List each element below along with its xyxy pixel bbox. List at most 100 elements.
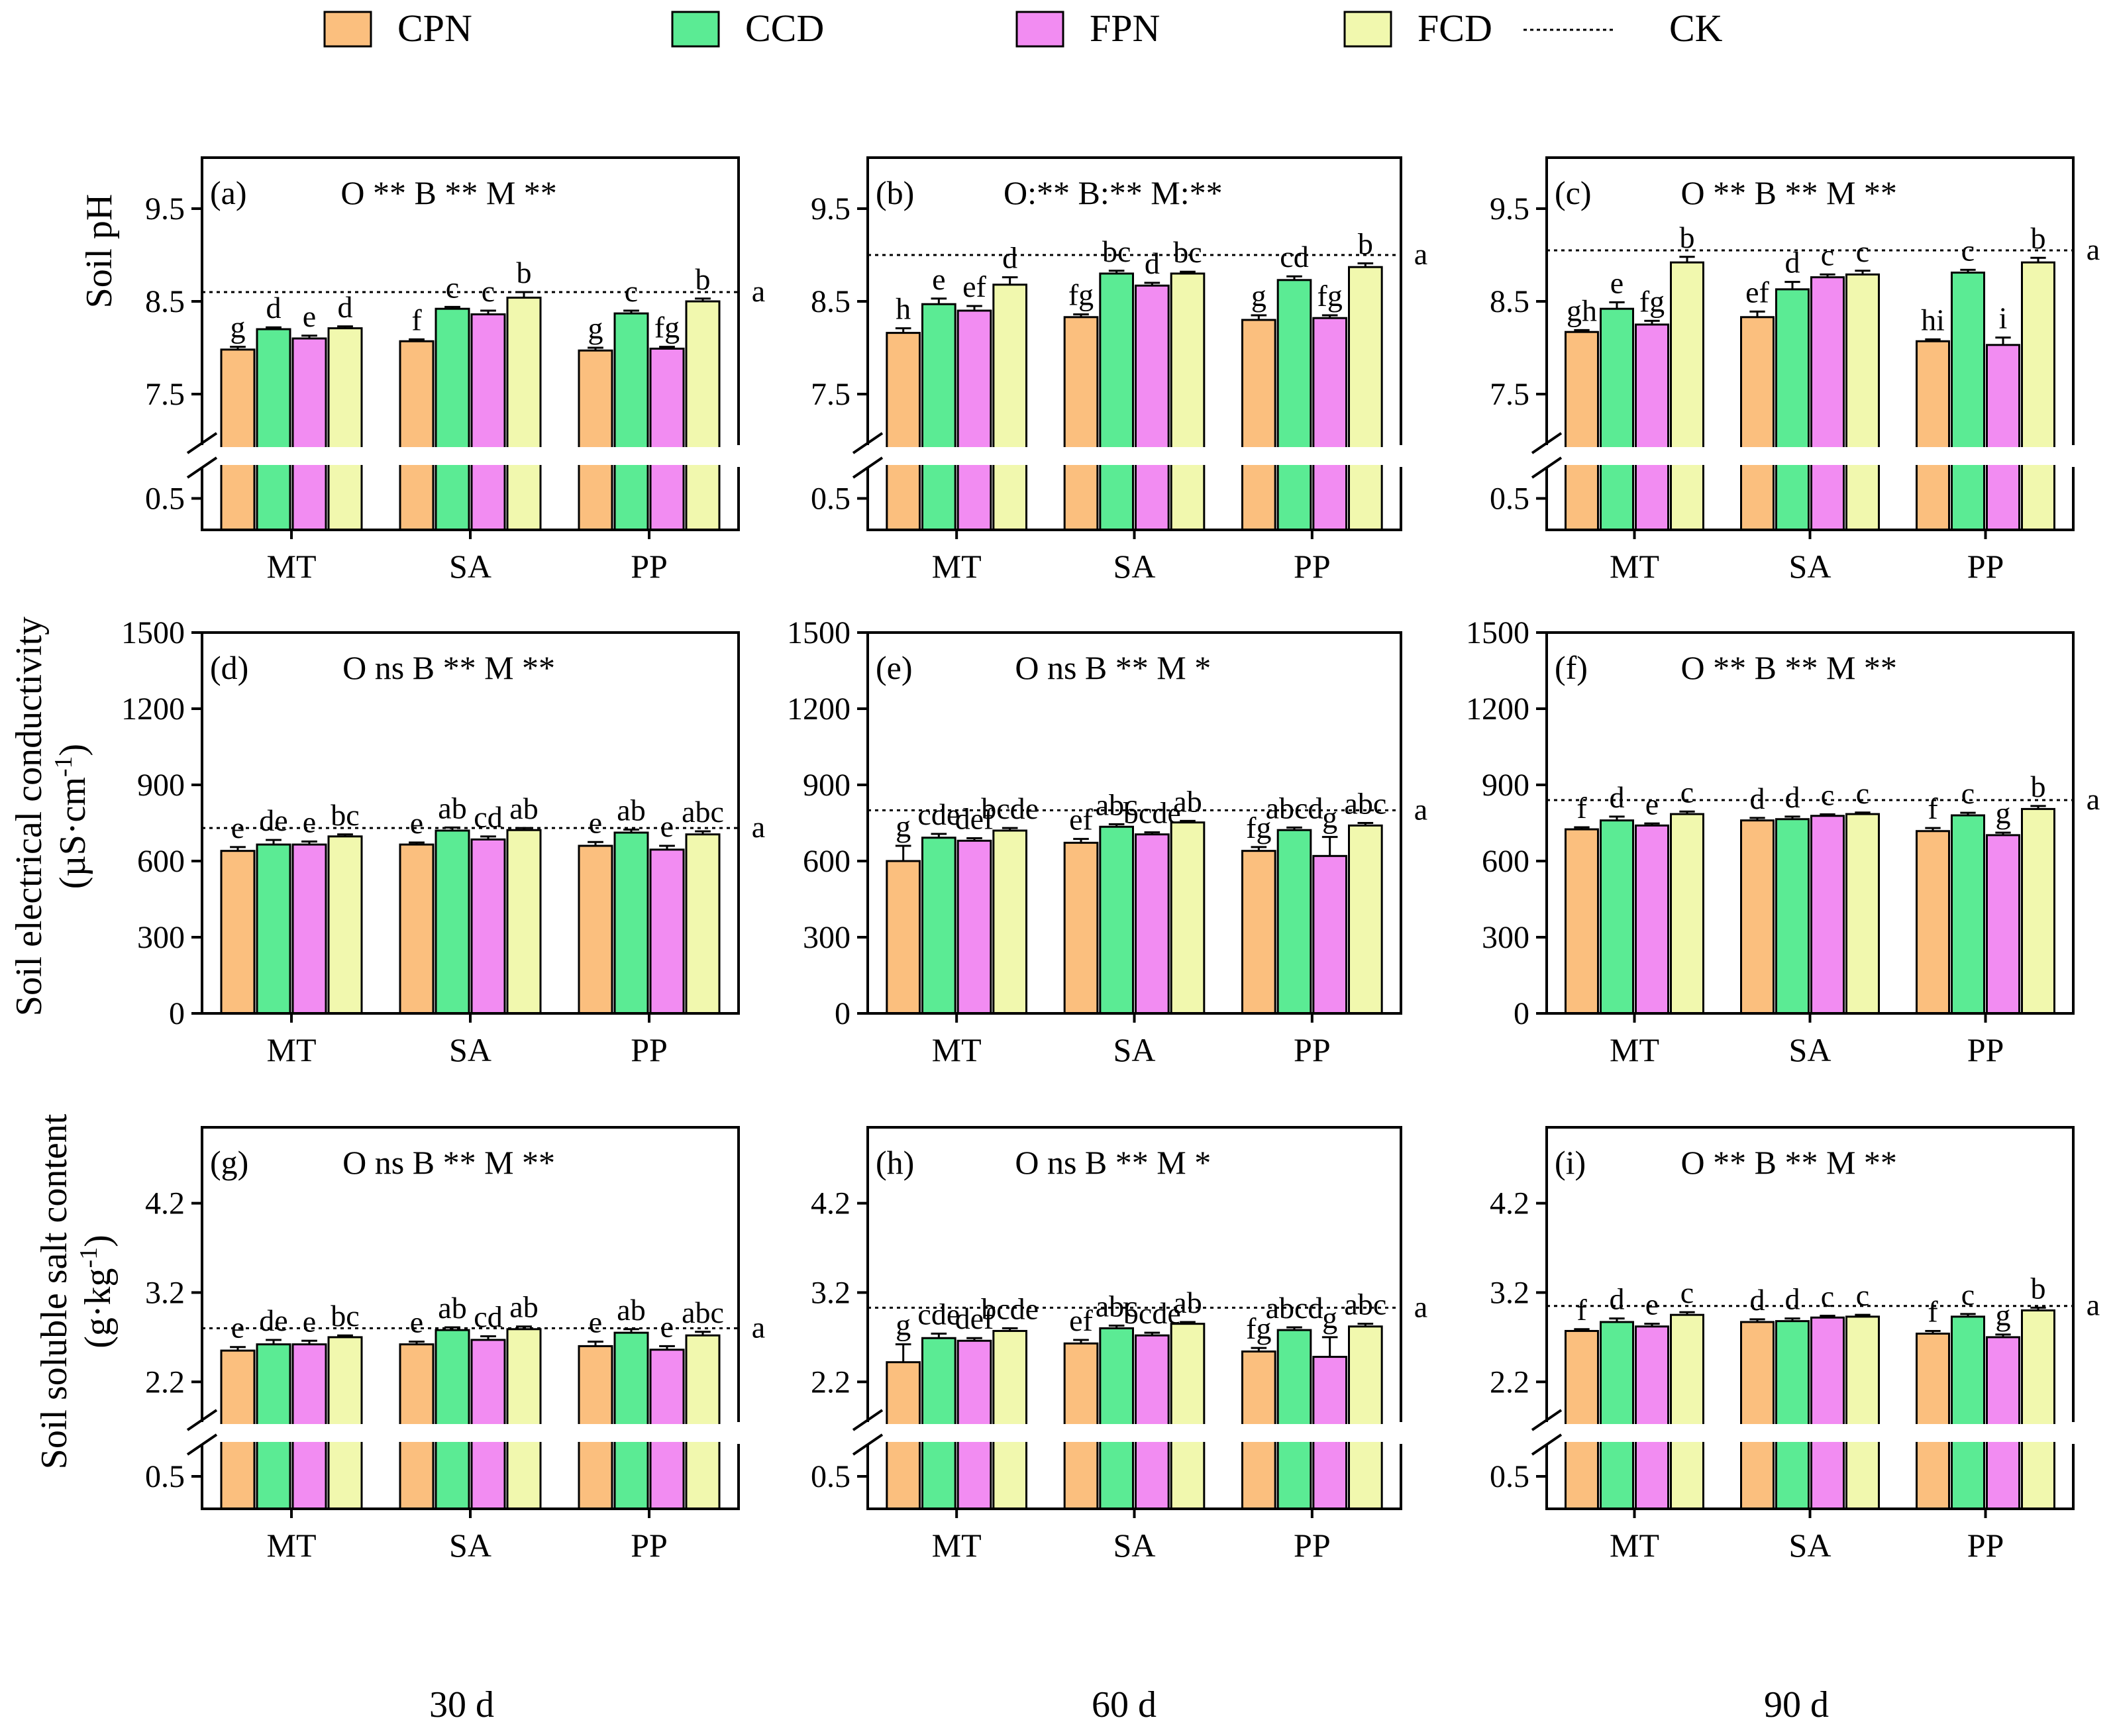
panel-label: (f)	[1555, 649, 1588, 686]
bar-ccd-mt	[256, 328, 291, 531]
y-tick-label: 3.2	[811, 1275, 851, 1310]
bar-fcd-mt	[992, 283, 1028, 531]
time-label-1: 30 d	[429, 1684, 494, 1725]
sig-letter: bcde	[981, 1292, 1039, 1325]
bar-ccd-mt	[1600, 307, 1634, 531]
bar-fpn-sa	[1135, 284, 1170, 531]
sig-letter: g	[1322, 1301, 1337, 1335]
y-tick-label: 1200	[1466, 691, 1529, 727]
bar-fcd-pp	[685, 833, 721, 1015]
y-tick-label: 4.2	[145, 1186, 185, 1221]
bar-fpn-pp	[1312, 854, 1348, 1015]
ck-letter: a	[1414, 1290, 1427, 1323]
y-tick-label: 1200	[121, 691, 185, 727]
bar-cpn-mt	[1565, 1329, 1599, 1510]
bar-ccd-sa	[1775, 818, 1810, 1015]
sig-letter: g	[231, 311, 246, 344]
bar-cpn-sa	[399, 843, 435, 1015]
sig-letter: cde	[917, 797, 960, 831]
bar-ccd-sa	[1099, 272, 1135, 531]
significance-text: O ns B ** M **	[342, 649, 555, 686]
panel-d: e de e bc e ab cd ab e ab e abc030060090012001500MT…	[121, 615, 765, 1068]
bar-fpn-sa	[1810, 1316, 1845, 1510]
sig-letter: ab	[509, 1290, 538, 1324]
axis-break-gap	[199, 447, 741, 465]
sig-letter: ef	[962, 270, 986, 303]
bar-ccd-pp	[1951, 272, 1985, 531]
sig-letter: e	[303, 1304, 316, 1338]
bar-ccd-mt	[921, 1337, 956, 1510]
bar-ccd-sa	[435, 307, 470, 531]
bar-ccd-pp	[1276, 829, 1312, 1015]
x-tick-label: MT	[267, 1031, 317, 1068]
bar-cpn-mt	[1565, 828, 1599, 1015]
bar-cpn-pp	[1241, 850, 1276, 1015]
bar-fcd-pp	[685, 300, 721, 531]
bar-fcd-mt	[992, 829, 1028, 1015]
ck-letter: a	[2087, 782, 2100, 816]
sig-letter: ab	[1173, 784, 1202, 818]
bar-fpn-mt	[1635, 824, 1669, 1015]
sig-letter: ab	[438, 1291, 466, 1325]
y-tick-label: 0.5	[811, 482, 851, 517]
time-label-3: 90 d	[1764, 1684, 1829, 1725]
bar-cpn-pp	[578, 349, 613, 531]
bar-ccd-pp	[1276, 1329, 1312, 1510]
y-tick-label: 0	[169, 996, 185, 1031]
y-tick-label: 0.5	[1490, 482, 1529, 517]
x-tick-label: PP	[631, 548, 668, 585]
x-tick-label: MT	[932, 548, 982, 585]
sig-letter: e	[1610, 266, 1624, 299]
bar-fpn-pp	[1312, 317, 1348, 531]
y-tick-label: 3.2	[1490, 1275, 1529, 1310]
sig-letter: abc	[1096, 788, 1138, 821]
bar-fcd-pp	[1348, 824, 1383, 1015]
sig-letter: g	[1996, 1298, 2011, 1332]
bar-fcd-pp	[1348, 1325, 1383, 1510]
sig-letter: fg	[1246, 1311, 1271, 1345]
sig-letter: d	[1785, 246, 1800, 280]
bar-fpn-mt	[291, 843, 327, 1015]
sig-letter: ef	[1069, 803, 1093, 837]
bar-fcd-pp	[685, 1334, 721, 1510]
significance-text: O ** B ** M **	[1680, 174, 1896, 211]
panel-label: (c)	[1555, 174, 1592, 211]
bar-ccd-mt	[256, 843, 291, 1015]
sig-letter: f	[1928, 791, 1938, 825]
significance-text: O ns B ** M *	[1015, 649, 1211, 686]
bar-fcd-sa	[1170, 1323, 1206, 1510]
panel-label: (i)	[1555, 1144, 1586, 1181]
sig-letter: d	[1750, 1283, 1765, 1317]
sig-letter: d	[1002, 241, 1017, 275]
sig-letter: d	[338, 290, 353, 324]
bar-fpn-pp	[649, 848, 685, 1015]
bar-ccd-pp	[613, 312, 649, 531]
sig-letter: c	[625, 274, 638, 308]
axis-break-gap	[1544, 1424, 2076, 1442]
sig-letter: b	[517, 256, 532, 289]
ck-letter: a	[1414, 237, 1427, 271]
sig-letter: c	[1821, 238, 1834, 272]
y-axis-unit-ec: (µS·cm-1)	[50, 744, 93, 889]
bar-fcd-mt	[327, 835, 363, 1015]
sig-letter: d	[1785, 780, 1800, 814]
bar-cpn-pp	[1916, 830, 1950, 1015]
sig-letter: b	[1358, 227, 1373, 261]
sig-letter: abc	[1096, 1289, 1138, 1323]
x-tick-label: PP	[1967, 1527, 2004, 1564]
sig-letter: d	[266, 291, 282, 325]
sig-letter: ab	[1173, 1286, 1202, 1319]
y-tick-label: 2.2	[811, 1364, 851, 1400]
bar-cpn-mt	[1565, 331, 1599, 531]
panel-label: (g)	[210, 1144, 248, 1181]
sig-letter: f	[1576, 791, 1587, 825]
bar-fcd-mt	[1670, 1313, 1704, 1510]
x-tick-label: PP	[1967, 1031, 2004, 1068]
bar-ccd-pp	[1951, 814, 1985, 1015]
bar-fcd-mt	[327, 1336, 363, 1510]
bar-ccd-sa	[1775, 1320, 1810, 1510]
x-tick-label: SA	[1789, 548, 1831, 585]
x-tick-label: SA	[449, 1527, 491, 1564]
